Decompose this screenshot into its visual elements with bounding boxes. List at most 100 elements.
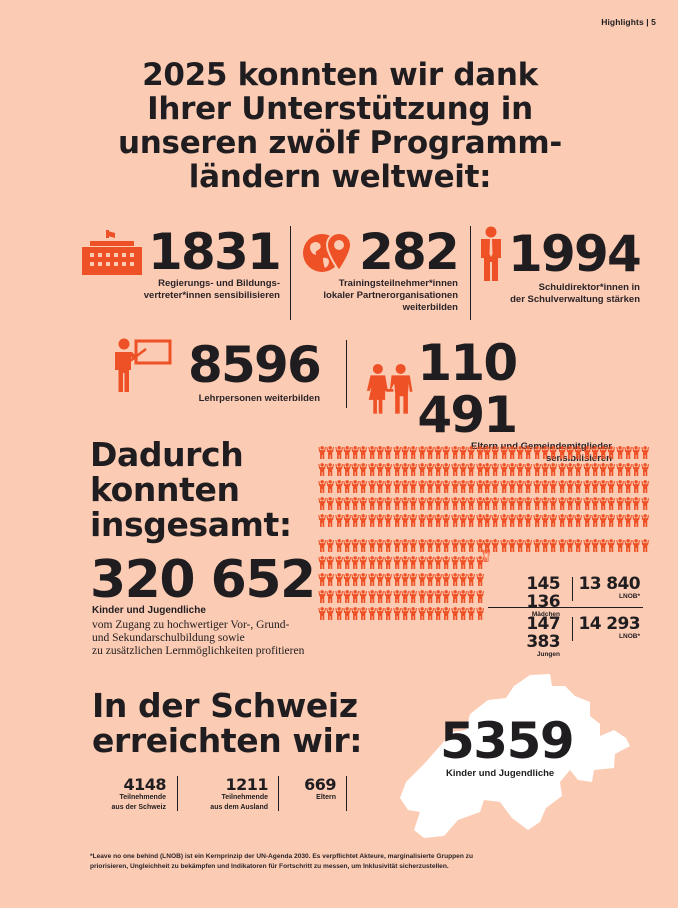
child-arms-raised-icon xyxy=(434,497,442,510)
child-arms-raised-icon xyxy=(326,556,334,569)
principal-person-tie-icon xyxy=(481,226,502,281)
child-arms-raised-icon xyxy=(624,480,632,493)
switzerland-map-icon xyxy=(400,674,630,838)
child-arms-raised-icon xyxy=(393,480,401,493)
child-arms-raised-icon xyxy=(343,590,351,603)
child-arms-raised-icon xyxy=(335,539,343,552)
child-arms-raised-icon xyxy=(426,480,434,493)
child-arms-raised-icon xyxy=(376,497,384,510)
child-arms-raised-icon xyxy=(442,480,450,493)
child-arms-raised-icon xyxy=(401,573,409,586)
child-arms-raised-icon xyxy=(368,497,376,510)
child-arms-raised-icon xyxy=(591,497,599,510)
child-arms-raised-icon xyxy=(393,446,401,459)
child-arms-raised-icon xyxy=(533,514,541,527)
child-arms-raised-icon xyxy=(409,480,417,493)
child-arms-raised-icon xyxy=(384,607,392,620)
footnote-line: priorisieren, Ungleichheit zu bekämpfen … xyxy=(90,863,449,870)
child-arms-raised-icon xyxy=(624,463,632,476)
child-arms-raised-icon xyxy=(376,446,384,459)
child-arms-raised-icon xyxy=(359,573,367,586)
ch-stat-label-line: Eltern xyxy=(316,794,336,801)
child-arms-raised-icon xyxy=(516,480,524,493)
child-arms-raised-icon xyxy=(524,497,532,510)
child-arms-raised-icon xyxy=(409,607,417,620)
child-arms-raised-icon xyxy=(368,556,376,569)
child-arms-raised-icon xyxy=(418,463,426,476)
child-arms-raised-icon xyxy=(409,539,417,552)
child-arms-raised-icon xyxy=(467,463,475,476)
child-arms-raised-icon xyxy=(384,539,392,552)
child-arms-raised-icon xyxy=(401,514,409,527)
child-arms-raised-icon xyxy=(632,539,640,552)
child-arms-raised-icon xyxy=(442,463,450,476)
child-arms-raised-icon xyxy=(541,480,549,493)
child-arms-raised-icon xyxy=(500,497,508,510)
pictogram-row xyxy=(318,539,484,552)
child-arms-raised-icon xyxy=(451,497,459,510)
stat-value: 282 xyxy=(359,223,460,281)
child-arms-raised-icon xyxy=(500,463,508,476)
child-arms-raised-icon xyxy=(583,514,591,527)
child-arms-raised-icon xyxy=(583,497,591,510)
child-arms-raised-icon xyxy=(524,514,532,527)
stat-label-line: Schuldirektor*innen in xyxy=(538,282,640,293)
child-arms-raised-icon xyxy=(591,463,599,476)
child-arms-raised-icon xyxy=(459,590,467,603)
child-arms-raised-icon xyxy=(418,556,426,569)
child-arms-raised-icon xyxy=(591,446,599,459)
pictogram-row xyxy=(483,514,649,527)
divider xyxy=(290,226,292,320)
child-arms-raised-icon xyxy=(335,463,343,476)
child-arms-raised-icon xyxy=(418,514,426,527)
child-arms-raised-icon xyxy=(599,463,607,476)
stat-label-line: lokaler Partnerorganisationen xyxy=(323,290,458,301)
ch-stat-value: 1211 xyxy=(225,775,268,794)
child-arms-raised-icon xyxy=(641,446,649,459)
child-arms-raised-icon xyxy=(326,463,334,476)
child-arms-raised-icon xyxy=(607,480,615,493)
breakdown-boys-lnob: 14 293 LNOB* xyxy=(574,615,641,641)
child-arms-raised-icon xyxy=(516,446,524,459)
child-arms-raised-icon xyxy=(467,590,475,603)
child-arms-raised-icon xyxy=(574,539,582,552)
child-arms-raised-icon xyxy=(632,497,640,510)
stat-label: Regierungs- und Bildungs- vertreter*inne… xyxy=(144,278,280,302)
child-arms-raised-icon xyxy=(574,446,582,459)
child-arms-raised-icon xyxy=(335,556,343,569)
child-arms-raised-icon xyxy=(343,480,351,493)
stat-top: 1994 xyxy=(478,225,642,283)
child-arms-raised-icon xyxy=(368,463,376,476)
stat-value: 1994 xyxy=(508,225,642,283)
child-arms-raised-icon xyxy=(401,480,409,493)
child-arms-raised-icon xyxy=(491,497,499,510)
child-arms-raised-icon xyxy=(483,446,491,459)
child-arms-raised-icon xyxy=(326,590,334,603)
child-arms-raised-icon xyxy=(641,480,649,493)
switzerland-section-title: In der Schweiz erreichten wir: xyxy=(92,688,362,758)
child-arms-raised-icon xyxy=(524,446,532,459)
child-arms-raised-icon xyxy=(393,607,401,620)
child-arms-raised-icon xyxy=(359,480,367,493)
ch-stat-label: Eltern xyxy=(288,793,336,803)
child-arms-raised-icon xyxy=(393,514,401,527)
child-arms-raised-icon xyxy=(459,480,467,493)
stat-parents: 110 491 Eltern und Gemeindemitglieder se… xyxy=(366,337,612,465)
child-arms-raised-icon xyxy=(326,573,334,586)
description-line: zu zusätzlichen Lernmöglichkeiten profit… xyxy=(92,645,305,657)
child-arms-raised-icon xyxy=(401,463,409,476)
section-title-line: insgesamt: xyxy=(90,505,292,544)
child-arms-raised-icon xyxy=(566,497,574,510)
child-arms-raised-icon xyxy=(401,556,409,569)
child-arms-raised-icon xyxy=(476,573,484,586)
grid-gap xyxy=(318,531,484,535)
footnote: *Leave no one behind (LNOB) ist ein Kern… xyxy=(90,852,550,872)
child-arms-raised-icon xyxy=(641,539,649,552)
child-arms-raised-icon xyxy=(426,556,434,569)
child-arms-raised-icon xyxy=(318,556,326,569)
main-title-line: Ihrer Unterstützung in xyxy=(147,91,533,127)
breakdown-label: LNOB* xyxy=(619,593,640,600)
stat-value: 8596 xyxy=(188,336,322,394)
child-arms-raised-icon xyxy=(326,480,334,493)
pictogram-row xyxy=(318,514,484,527)
